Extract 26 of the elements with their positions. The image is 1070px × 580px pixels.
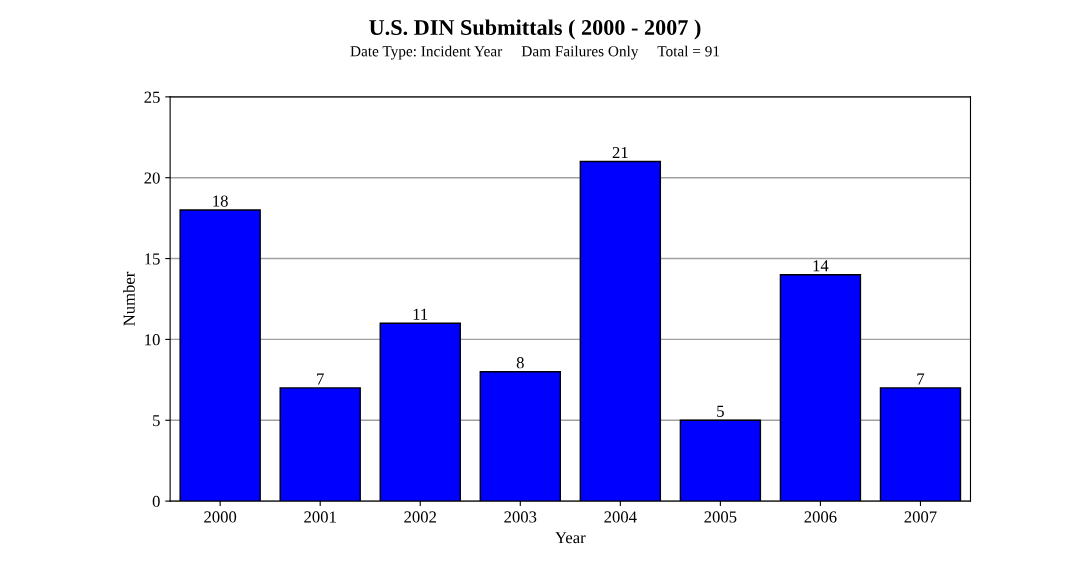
data-label: 18 <box>213 195 228 207</box>
data-label: 8 <box>516 357 524 369</box>
data-label: 7 <box>317 373 324 385</box>
y-tick-label: 0 <box>152 495 160 508</box>
y-tick-label: 5 <box>153 415 160 427</box>
x-tick-label: 2004 <box>604 511 637 523</box>
data-label: 21 <box>612 146 628 158</box>
y-tick-label: 25 <box>144 91 160 103</box>
x-tick-label: 2006 <box>804 511 837 523</box>
data-label: 11 <box>413 308 428 320</box>
y-tick-label: 15 <box>145 253 160 265</box>
y-tick-label: 10 <box>145 334 160 346</box>
chart-title: U.S. DIN Submittals ( 2000 - 2007 ) <box>369 19 701 40</box>
y-axis-title: Number <box>123 271 135 326</box>
chart-subtitle: Date Type: Incident Year Dam Failures Only Total = 91 <box>350 45 720 60</box>
x-tick-label: 2005 <box>704 511 737 523</box>
data-label: 7 <box>917 373 925 385</box>
x-tick-label: 2007 <box>904 511 937 523</box>
data-label: 14 <box>813 260 829 272</box>
y-tick-label: 20 <box>144 172 160 184</box>
x-tick-label: 2000 <box>204 511 237 523</box>
x-tick-label: 2001 <box>304 511 336 523</box>
x-axis-title: Year <box>555 532 586 544</box>
x-tick-label: 2002 <box>404 511 436 523</box>
data-label: 5 <box>717 405 724 417</box>
x-tick-label: 2003 <box>504 511 537 523</box>
